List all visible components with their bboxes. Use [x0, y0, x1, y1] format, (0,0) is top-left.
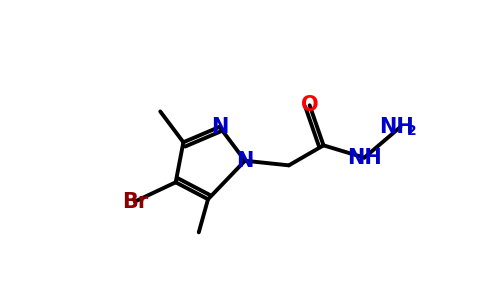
- Text: N: N: [211, 117, 228, 137]
- Text: O: O: [301, 95, 318, 115]
- Text: NH: NH: [379, 117, 414, 137]
- Text: Br: Br: [122, 192, 148, 212]
- Text: 2: 2: [407, 124, 416, 139]
- Text: N: N: [236, 151, 254, 171]
- Text: NH: NH: [347, 148, 382, 168]
